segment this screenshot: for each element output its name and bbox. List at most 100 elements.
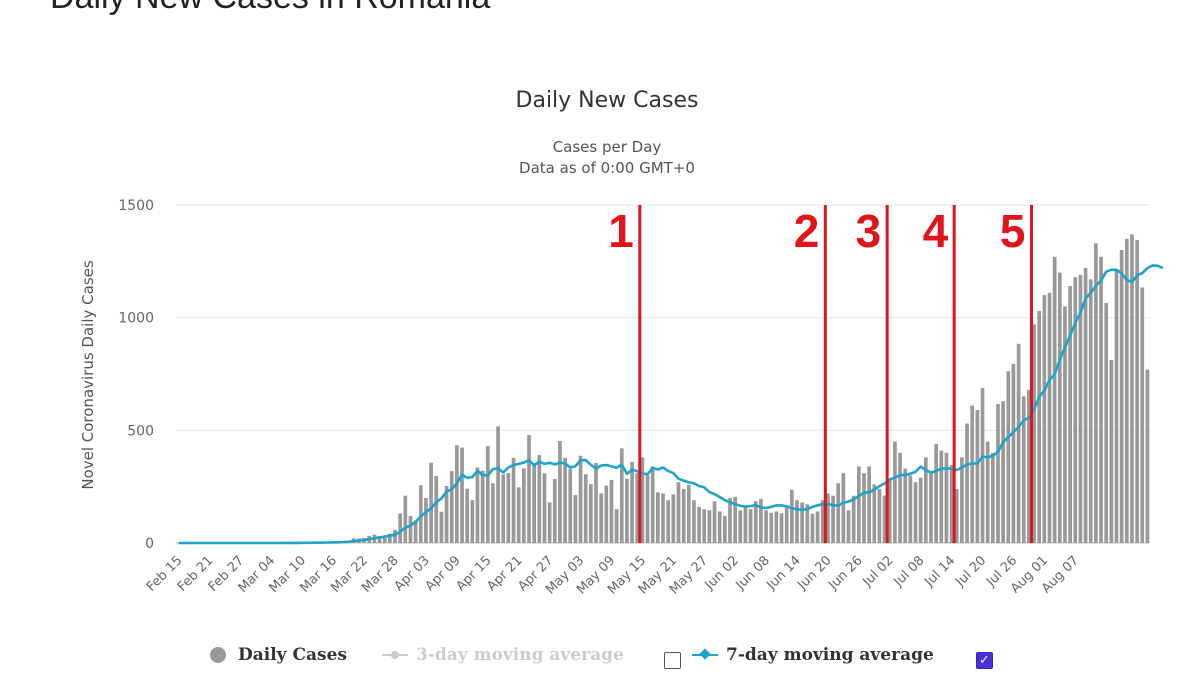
daily-cases-bar[interactable] <box>676 482 681 543</box>
daily-cases-bar[interactable] <box>1130 234 1134 543</box>
daily-cases-bar[interactable] <box>496 426 500 543</box>
daily-cases-bar[interactable] <box>697 506 701 543</box>
daily-cases-bar[interactable] <box>769 512 774 543</box>
daily-cases-bar[interactable] <box>516 487 521 543</box>
daily-cases-bar[interactable] <box>377 536 382 543</box>
daily-cases-bar[interactable] <box>1135 239 1139 543</box>
daily-cases-bar[interactable] <box>1145 369 1150 543</box>
daily-cases-bar[interactable] <box>717 511 722 543</box>
daily-cases-bar[interactable] <box>692 500 696 543</box>
daily-cases-bar[interactable] <box>743 507 748 543</box>
daily-cases-bar[interactable] <box>522 468 526 543</box>
daily-cases-bar[interactable] <box>944 452 949 543</box>
daily-cases-bar[interactable] <box>893 441 897 543</box>
daily-cases-bar[interactable] <box>1068 286 1072 543</box>
daily-cases-bar[interactable] <box>764 510 768 543</box>
daily-cases-bar[interactable] <box>630 461 634 543</box>
daily-cases-bar[interactable] <box>449 471 454 543</box>
daily-cases-bar[interactable] <box>434 476 439 543</box>
daily-cases-bar[interactable] <box>491 483 495 543</box>
legend-item-7day-average[interactable]: 7-day moving average <box>692 645 934 665</box>
daily-cases-bar[interactable] <box>485 446 490 543</box>
daily-cases-bar[interactable] <box>578 455 583 543</box>
daily-cases-bar[interactable] <box>887 479 892 543</box>
daily-cases-bar[interactable] <box>640 457 645 543</box>
daily-cases-bar[interactable] <box>1094 243 1098 543</box>
daily-cases-bar[interactable] <box>939 450 944 543</box>
daily-cases-bar[interactable] <box>898 452 902 543</box>
daily-cases-bar[interactable] <box>1109 360 1114 543</box>
daily-cases-bar[interactable] <box>923 457 928 543</box>
daily-cases-bar[interactable] <box>820 500 825 543</box>
daily-cases-bar[interactable] <box>480 470 485 543</box>
daily-cases-bar[interactable] <box>614 509 619 543</box>
daily-cases-bar[interactable] <box>455 445 459 543</box>
daily-cases-bar[interactable] <box>1016 343 1021 543</box>
daily-cases-bar[interactable] <box>424 497 428 543</box>
daily-cases-bar[interactable] <box>547 502 552 543</box>
daily-cases-bar[interactable] <box>1052 256 1057 543</box>
daily-cases-bar[interactable] <box>795 500 799 543</box>
7day-average-checkbox[interactable]: ✓ <box>976 652 993 669</box>
daily-cases-bar[interactable] <box>1104 303 1109 543</box>
daily-cases-bar[interactable] <box>1073 277 1078 543</box>
daily-cases-bar[interactable] <box>619 448 624 543</box>
daily-cases-bar[interactable] <box>599 493 604 543</box>
daily-cases-bar[interactable] <box>954 488 959 543</box>
daily-cases-bar[interactable] <box>661 493 665 543</box>
daily-cases-bar[interactable] <box>475 467 480 543</box>
daily-cases-bar[interactable] <box>501 474 506 543</box>
daily-cases-bar[interactable] <box>970 405 975 543</box>
daily-cases-bar[interactable] <box>588 484 593 543</box>
daily-cases-bar[interactable] <box>609 479 614 543</box>
daily-cases-bar[interactable] <box>903 468 908 543</box>
daily-cases-bar[interactable] <box>996 403 1000 543</box>
daily-cases-bar[interactable] <box>573 495 578 543</box>
daily-cases-bar[interactable] <box>1057 272 1062 543</box>
daily-cases-bar[interactable] <box>1124 238 1129 544</box>
daily-cases-bar[interactable] <box>568 468 573 543</box>
daily-cases-bar[interactable] <box>831 495 835 543</box>
daily-cases-bar[interactable] <box>583 474 588 543</box>
daily-cases-bar[interactable] <box>686 484 691 543</box>
daily-cases-bar[interactable] <box>826 493 830 543</box>
daily-cases-bar[interactable] <box>1099 256 1103 543</box>
daily-cases-bar[interactable] <box>1083 268 1088 543</box>
daily-cases-bar[interactable] <box>1119 250 1124 544</box>
daily-cases-bar[interactable] <box>722 515 727 543</box>
daily-cases-bar[interactable] <box>413 520 418 543</box>
daily-cases-bar[interactable] <box>666 500 671 543</box>
daily-cases-bar[interactable] <box>604 485 609 543</box>
daily-cases-bar[interactable] <box>965 423 969 543</box>
daily-cases-bar[interactable] <box>460 447 464 543</box>
daily-cases-bar[interactable] <box>985 441 990 543</box>
daily-cases-bar[interactable] <box>836 483 841 543</box>
daily-cases-bar[interactable] <box>748 509 753 543</box>
daily-cases-bar[interactable] <box>1140 287 1145 543</box>
daily-cases-bar[interactable] <box>851 495 856 543</box>
daily-cases-bar[interactable] <box>980 387 985 543</box>
daily-cases-bar[interactable] <box>1021 396 1026 543</box>
daily-cases-bar[interactable] <box>1001 401 1005 543</box>
daily-cases-bar[interactable] <box>1078 274 1083 543</box>
legend-item-3day-average[interactable]: 3-day moving average <box>382 645 624 665</box>
daily-cases-bar[interactable] <box>779 513 784 543</box>
daily-cases-bar[interactable] <box>511 457 516 543</box>
daily-cases-bar[interactable] <box>594 463 598 543</box>
daily-cases-bar[interactable] <box>702 509 707 543</box>
daily-cases-bar[interactable] <box>537 455 542 543</box>
daily-cases-bar[interactable] <box>867 466 871 543</box>
daily-cases-bar[interactable] <box>418 485 423 543</box>
daily-cases-bar[interactable] <box>398 513 403 543</box>
daily-cases-bar[interactable] <box>645 475 650 543</box>
daily-cases-bar[interactable] <box>470 500 475 543</box>
daily-cases-bar[interactable] <box>789 489 794 543</box>
daily-cases-bar[interactable] <box>872 484 877 543</box>
daily-cases-bar[interactable] <box>810 513 815 543</box>
daily-cases-bar[interactable] <box>856 466 861 543</box>
daily-cases-bar[interactable] <box>784 506 789 543</box>
daily-cases-bar[interactable] <box>862 473 866 543</box>
daily-cases-bar[interactable] <box>506 472 511 543</box>
daily-cases-bar[interactable] <box>774 511 779 543</box>
daily-cases-bar[interactable] <box>929 470 933 543</box>
